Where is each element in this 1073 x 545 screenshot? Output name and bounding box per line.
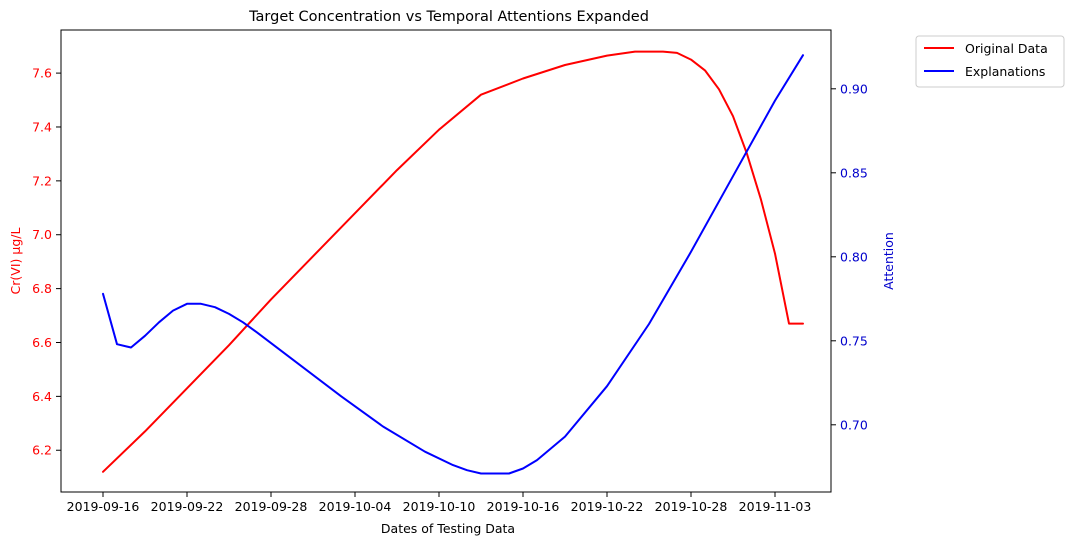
- x-tick-label: 2019-10-22: [571, 499, 644, 514]
- x-tick-label: 2019-11-03: [739, 499, 812, 514]
- right-y-tick-label: 0.80: [840, 249, 868, 264]
- left-y-axis-label: Cr(VI) μg/L: [8, 228, 23, 295]
- x-tick-label: 2019-10-04: [319, 499, 392, 514]
- left-y-tick-label: 7.2: [32, 173, 52, 188]
- x-tick-label: 2019-09-16: [67, 499, 140, 514]
- left-y-tick-label: 6.6: [32, 335, 52, 350]
- left-y-tick-label: 6.8: [32, 281, 52, 296]
- x-tick-label: 2019-09-22: [151, 499, 224, 514]
- legend: Original Data Explanations: [915, 35, 1065, 88]
- series-line-original-data: [102, 50, 804, 473]
- left-y-axis: 6.2 6.4 6.6 6.8 7.0 7.2 7.4 7.6: [32, 66, 61, 458]
- right-y-axis: 0.70 0.75 0.80 0.85 0.90: [831, 81, 868, 432]
- right-y-tick-label: 0.90: [840, 81, 868, 96]
- series-layer: [102, 50, 804, 475]
- x-tick-label: 2019-09-28: [235, 499, 308, 514]
- left-y-tick-label: 7.6: [32, 66, 52, 81]
- right-y-tick-label: 0.75: [840, 333, 868, 348]
- left-y-tick-label: 6.2: [32, 443, 52, 458]
- x-axis: 2019-09-16 2019-09-22 2019-09-28 2019-10-04…: [67, 492, 812, 514]
- x-tick-label: 2019-10-16: [487, 499, 560, 514]
- x-tick-label: 2019-10-10: [403, 499, 476, 514]
- series-line-explanations: [102, 54, 804, 475]
- x-axis-label: Dates of Testing Data: [381, 521, 515, 536]
- legend-label-explanations: Explanations: [965, 64, 1045, 79]
- right-y-tick-label: 0.70: [840, 417, 868, 432]
- plot-area: [60, 29, 832, 493]
- right-y-tick-label: 0.85: [840, 165, 868, 180]
- x-tick-label: 2019-10-28: [655, 499, 728, 514]
- left-y-tick-label: 6.4: [32, 389, 52, 404]
- legend-label-original-data: Original Data: [965, 41, 1048, 56]
- chart-title: Target Concentration vs Temporal Attenti…: [248, 9, 649, 25]
- left-y-tick-label: 7.4: [32, 119, 52, 134]
- right-y-axis-label: Attention: [881, 232, 896, 290]
- left-y-tick-label: 7.0: [32, 227, 52, 242]
